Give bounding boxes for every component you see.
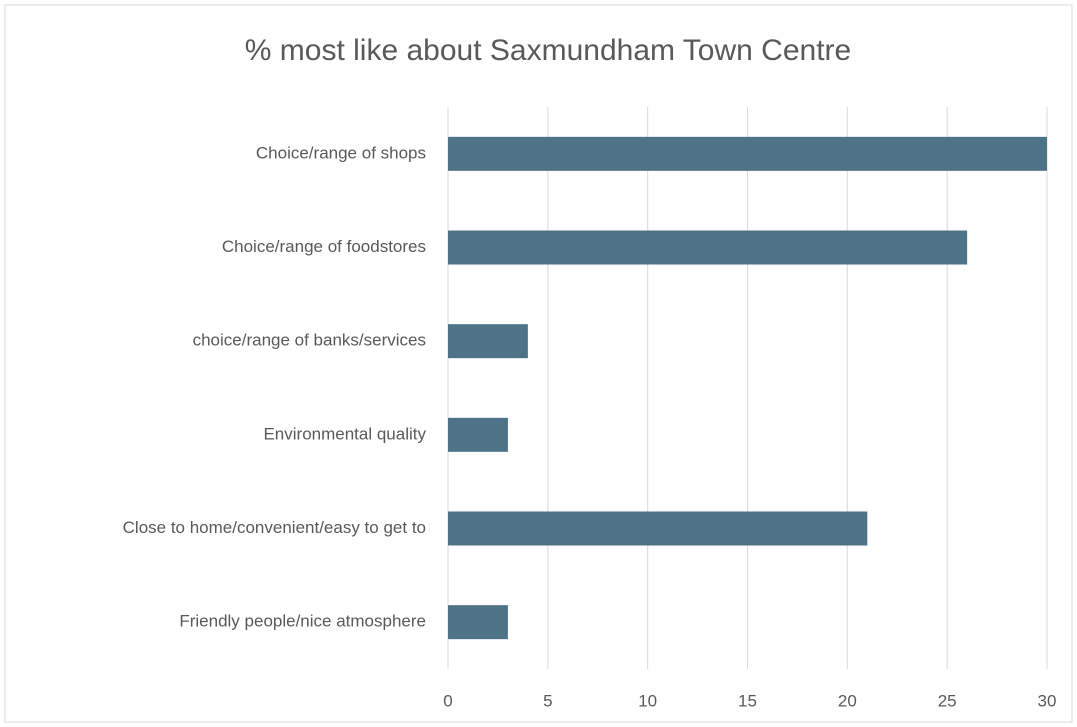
y-tick-label: Choice/range of shops	[256, 143, 426, 162]
y-tick-label: Environmental quality	[263, 424, 426, 443]
x-tick-label: 15	[738, 691, 757, 710]
bar	[448, 511, 868, 546]
y-tick-label: Close to home/convenient/easy to get to	[123, 518, 426, 537]
x-tick-label: 10	[638, 691, 657, 710]
chart-border	[4, 4, 1073, 723]
y-tick-label: Choice/range of foodstores	[222, 237, 426, 256]
x-tick-label: 5	[543, 691, 552, 710]
x-tick-label: 20	[838, 691, 857, 710]
x-tick-label: 0	[443, 691, 452, 710]
bar	[448, 324, 528, 359]
y-tick-label: Friendly people/nice atmosphere	[179, 612, 426, 631]
bar	[448, 605, 508, 640]
bar	[448, 417, 508, 452]
x-tick-label: 25	[938, 691, 957, 710]
chart-title: % most like about Saxmundham Town Centre	[245, 34, 851, 67]
bar	[448, 136, 1047, 171]
bar	[448, 230, 968, 265]
y-tick-label: choice/range of banks/services	[193, 331, 426, 350]
x-tick-label: 30	[1038, 691, 1057, 710]
